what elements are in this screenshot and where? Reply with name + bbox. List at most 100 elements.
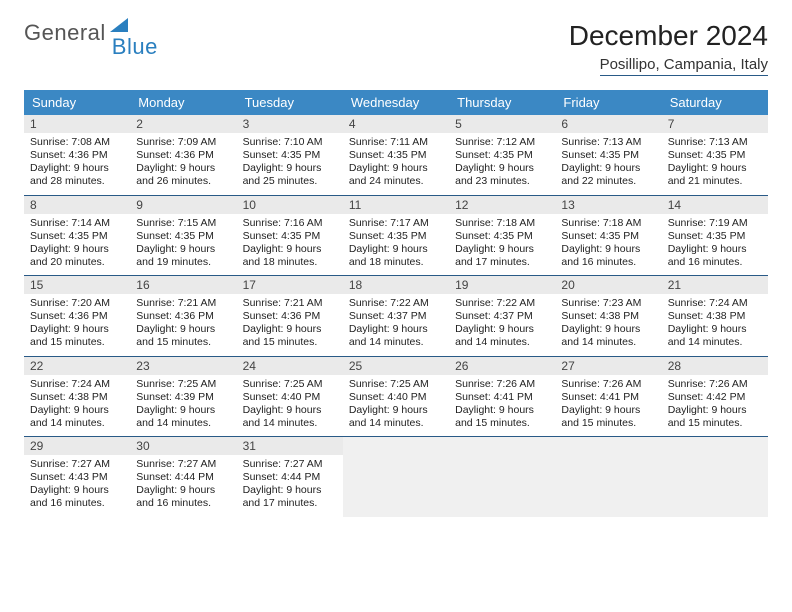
day-cell: 31Sunrise: 7:27 AMSunset: 4:44 PMDayligh…	[237, 437, 343, 517]
day-number: 7	[662, 115, 768, 133]
daylight-line: Daylight: 9 hours and 17 minutes.	[455, 243, 549, 269]
sunrise-line: Sunrise: 7:26 AM	[668, 378, 762, 391]
sunrise-line: Sunrise: 7:10 AM	[243, 136, 337, 149]
brand-logo: General Blue	[24, 20, 158, 46]
day-number: 23	[130, 357, 236, 375]
day-cell: 6Sunrise: 7:13 AMSunset: 4:35 PMDaylight…	[555, 115, 661, 195]
day-number: 18	[343, 276, 449, 294]
sunrise-line: Sunrise: 7:11 AM	[349, 136, 443, 149]
day-cell: 13Sunrise: 7:18 AMSunset: 4:35 PMDayligh…	[555, 196, 661, 276]
day-cell: 4Sunrise: 7:11 AMSunset: 4:35 PMDaylight…	[343, 115, 449, 195]
day-cell: 9Sunrise: 7:15 AMSunset: 4:35 PMDaylight…	[130, 196, 236, 276]
day-number: 14	[662, 196, 768, 214]
day-cell: 15Sunrise: 7:20 AMSunset: 4:36 PMDayligh…	[24, 276, 130, 356]
day-header-row: SundayMondayTuesdayWednesdayThursdayFrid…	[24, 90, 768, 115]
daylight-line: Daylight: 9 hours and 16 minutes.	[561, 243, 655, 269]
sunset-line: Sunset: 4:35 PM	[243, 230, 337, 243]
sunrise-line: Sunrise: 7:12 AM	[455, 136, 549, 149]
daylight-line: Daylight: 9 hours and 14 minutes.	[668, 323, 762, 349]
sunset-line: Sunset: 4:38 PM	[668, 310, 762, 323]
sunset-line: Sunset: 4:36 PM	[136, 149, 230, 162]
day-number: 25	[343, 357, 449, 375]
week-row: 15Sunrise: 7:20 AMSunset: 4:36 PMDayligh…	[24, 276, 768, 357]
daylight-line: Daylight: 9 hours and 14 minutes.	[455, 323, 549, 349]
daylight-line: Daylight: 9 hours and 26 minutes.	[136, 162, 230, 188]
daylight-line: Daylight: 9 hours and 14 minutes.	[349, 323, 443, 349]
day-cell: 24Sunrise: 7:25 AMSunset: 4:40 PMDayligh…	[237, 357, 343, 437]
month-title: December 2024	[569, 20, 768, 52]
day-cell: 30Sunrise: 7:27 AMSunset: 4:44 PMDayligh…	[130, 437, 236, 517]
day-number: 30	[130, 437, 236, 455]
daylight-line: Daylight: 9 hours and 22 minutes.	[561, 162, 655, 188]
sunrise-line: Sunrise: 7:25 AM	[136, 378, 230, 391]
day-cell: 22Sunrise: 7:24 AMSunset: 4:38 PMDayligh…	[24, 357, 130, 437]
sunset-line: Sunset: 4:35 PM	[136, 230, 230, 243]
day-number: 22	[24, 357, 130, 375]
title-block: December 2024 Posillipo, Campania, Italy	[569, 20, 768, 76]
day-cell: 26Sunrise: 7:26 AMSunset: 4:41 PMDayligh…	[449, 357, 555, 437]
day-cell: 12Sunrise: 7:18 AMSunset: 4:35 PMDayligh…	[449, 196, 555, 276]
sunset-line: Sunset: 4:35 PM	[455, 230, 549, 243]
day-number: 26	[449, 357, 555, 375]
day-cell: 2Sunrise: 7:09 AMSunset: 4:36 PMDaylight…	[130, 115, 236, 195]
sunset-line: Sunset: 4:40 PM	[349, 391, 443, 404]
daylight-line: Daylight: 9 hours and 15 minutes.	[668, 404, 762, 430]
daylight-line: Daylight: 9 hours and 15 minutes.	[136, 323, 230, 349]
sunrise-line: Sunrise: 7:14 AM	[30, 217, 124, 230]
sunset-line: Sunset: 4:35 PM	[561, 230, 655, 243]
day-number: 16	[130, 276, 236, 294]
day-number: 20	[555, 276, 661, 294]
daylight-line: Daylight: 9 hours and 15 minutes.	[30, 323, 124, 349]
weeks-container: 1Sunrise: 7:08 AMSunset: 4:36 PMDaylight…	[24, 115, 768, 517]
day-number: 19	[449, 276, 555, 294]
day-number: 27	[555, 357, 661, 375]
day-cell: 16Sunrise: 7:21 AMSunset: 4:36 PMDayligh…	[130, 276, 236, 356]
day-cell: 23Sunrise: 7:25 AMSunset: 4:39 PMDayligh…	[130, 357, 236, 437]
sunrise-line: Sunrise: 7:26 AM	[455, 378, 549, 391]
sunrise-line: Sunrise: 7:25 AM	[349, 378, 443, 391]
daylight-line: Daylight: 9 hours and 16 minutes.	[136, 484, 230, 510]
sunset-line: Sunset: 4:44 PM	[136, 471, 230, 484]
sunrise-line: Sunrise: 7:13 AM	[668, 136, 762, 149]
day-number: 28	[662, 357, 768, 375]
sunrise-line: Sunrise: 7:27 AM	[30, 458, 124, 471]
day-number: 10	[237, 196, 343, 214]
sunset-line: Sunset: 4:35 PM	[349, 230, 443, 243]
day-cell: 14Sunrise: 7:19 AMSunset: 4:35 PMDayligh…	[662, 196, 768, 276]
empty-cell	[662, 437, 768, 517]
day-cell: 20Sunrise: 7:23 AMSunset: 4:38 PMDayligh…	[555, 276, 661, 356]
day-number: 11	[343, 196, 449, 214]
day-cell: 19Sunrise: 7:22 AMSunset: 4:37 PMDayligh…	[449, 276, 555, 356]
sunrise-line: Sunrise: 7:25 AM	[243, 378, 337, 391]
week-row: 8Sunrise: 7:14 AMSunset: 4:35 PMDaylight…	[24, 196, 768, 277]
sunset-line: Sunset: 4:35 PM	[668, 230, 762, 243]
daylight-line: Daylight: 9 hours and 21 minutes.	[668, 162, 762, 188]
day-number: 15	[24, 276, 130, 294]
sunrise-line: Sunrise: 7:16 AM	[243, 217, 337, 230]
sunrise-line: Sunrise: 7:21 AM	[243, 297, 337, 310]
sunrise-line: Sunrise: 7:17 AM	[349, 217, 443, 230]
day-number: 4	[343, 115, 449, 133]
week-row: 29Sunrise: 7:27 AMSunset: 4:43 PMDayligh…	[24, 437, 768, 517]
sunrise-line: Sunrise: 7:24 AM	[668, 297, 762, 310]
daylight-line: Daylight: 9 hours and 14 minutes.	[561, 323, 655, 349]
daylight-line: Daylight: 9 hours and 25 minutes.	[243, 162, 337, 188]
sunrise-line: Sunrise: 7:09 AM	[136, 136, 230, 149]
sunset-line: Sunset: 4:35 PM	[30, 230, 124, 243]
sunrise-line: Sunrise: 7:22 AM	[455, 297, 549, 310]
day-cell: 17Sunrise: 7:21 AMSunset: 4:36 PMDayligh…	[237, 276, 343, 356]
sunset-line: Sunset: 4:35 PM	[455, 149, 549, 162]
daylight-line: Daylight: 9 hours and 16 minutes.	[668, 243, 762, 269]
empty-cell	[449, 437, 555, 517]
daylight-line: Daylight: 9 hours and 16 minutes.	[30, 484, 124, 510]
empty-cell	[555, 437, 661, 517]
sunset-line: Sunset: 4:36 PM	[243, 310, 337, 323]
day-cell: 28Sunrise: 7:26 AMSunset: 4:42 PMDayligh…	[662, 357, 768, 437]
day-cell: 25Sunrise: 7:25 AMSunset: 4:40 PMDayligh…	[343, 357, 449, 437]
day-header-cell: Saturday	[662, 90, 768, 115]
brand-part1: General	[24, 20, 106, 46]
sunset-line: Sunset: 4:44 PM	[243, 471, 337, 484]
daylight-line: Daylight: 9 hours and 20 minutes.	[30, 243, 124, 269]
sunrise-line: Sunrise: 7:23 AM	[561, 297, 655, 310]
sunset-line: Sunset: 4:37 PM	[349, 310, 443, 323]
